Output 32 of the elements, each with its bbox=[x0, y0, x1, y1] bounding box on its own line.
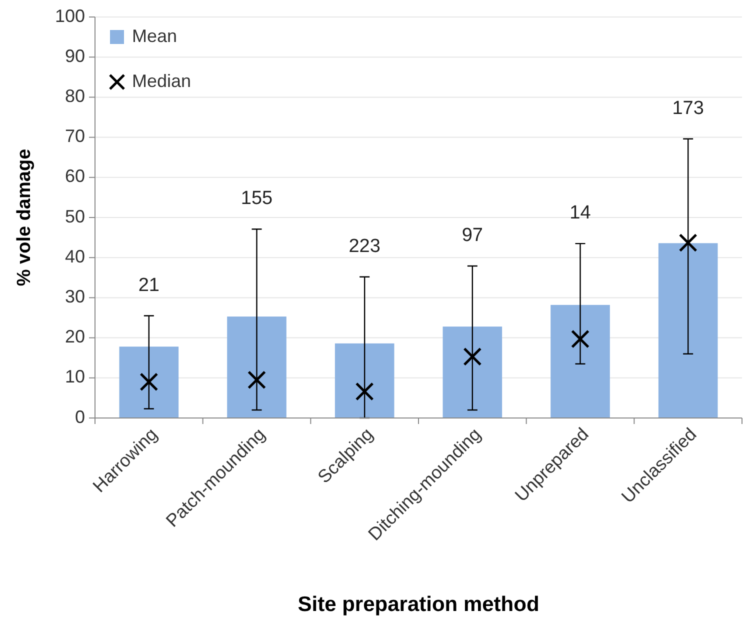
y-tick-label: 0 bbox=[74, 406, 85, 427]
point bbox=[678, 234, 698, 252]
point bbox=[463, 347, 482, 366]
point bbox=[571, 330, 590, 348]
legend-label: Mean bbox=[132, 26, 178, 46]
annotation: 173 bbox=[672, 98, 704, 119]
y-tick-label: 50 bbox=[64, 206, 85, 226]
y-tick-label: 90 bbox=[64, 46, 85, 66]
bar bbox=[442, 326, 502, 418]
bar bbox=[119, 346, 179, 418]
y-tick-label: 80 bbox=[64, 86, 85, 106]
y-tick-label: 70 bbox=[64, 126, 85, 146]
bar bbox=[658, 243, 718, 418]
bar bbox=[550, 304, 610, 418]
point bbox=[355, 382, 374, 401]
annotation: 97 bbox=[462, 225, 483, 246]
bar bbox=[334, 343, 394, 418]
y-tick-label: 40 bbox=[64, 246, 85, 266]
y-tick-label: 30 bbox=[64, 286, 85, 306]
y-axis-title: % vole damage bbox=[14, 148, 35, 286]
x-axis-title: Site preparation method bbox=[298, 593, 540, 616]
annotation: 14 bbox=[570, 202, 592, 224]
legend-label: Median bbox=[132, 70, 192, 91]
y-tick-label: 10 bbox=[64, 366, 85, 387]
bar bbox=[227, 316, 286, 418]
y-tick-label: 60 bbox=[64, 166, 85, 186]
point bbox=[248, 370, 266, 390]
y-tick-label: 100 bbox=[54, 6, 85, 26]
annotation: 223 bbox=[348, 236, 380, 257]
annotation: 155 bbox=[240, 188, 273, 210]
annotation: 21 bbox=[138, 274, 160, 296]
y-tick-label: 20 bbox=[64, 326, 85, 347]
